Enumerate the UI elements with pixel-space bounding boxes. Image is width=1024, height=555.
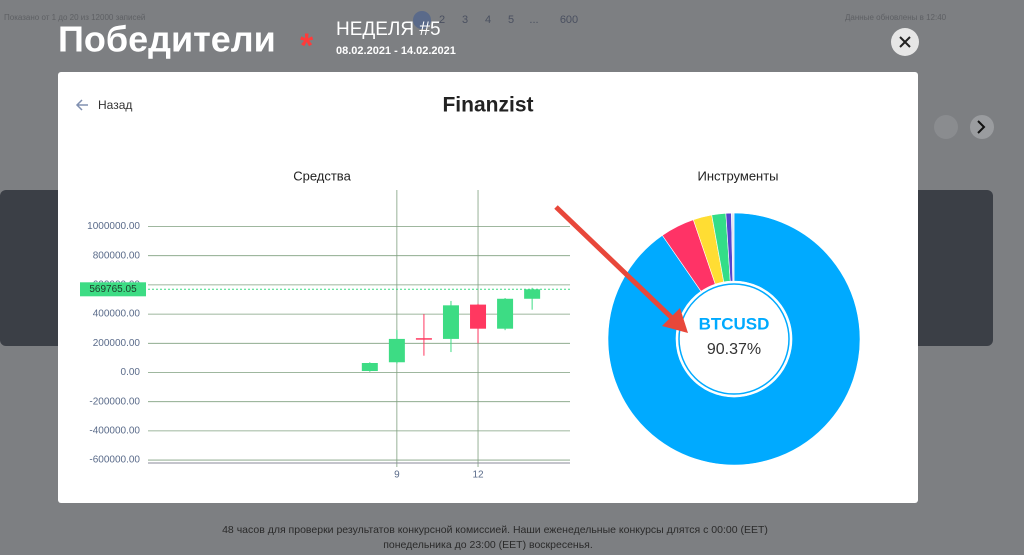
footer-text: 48 часов для проверки результатов конкур… bbox=[222, 524, 768, 536]
center-value: 90.37% bbox=[707, 341, 761, 358]
page-current[interactable] bbox=[413, 11, 431, 29]
prev-button[interactable] bbox=[934, 115, 958, 139]
page-link[interactable]: 600 bbox=[560, 14, 578, 26]
page-link[interactable]: 5 bbox=[508, 14, 514, 26]
arrow-head bbox=[662, 308, 688, 333]
page-link[interactable]: 4 bbox=[485, 14, 491, 26]
footer-text: понедельника до 23:00 (EET) воскресенья. bbox=[383, 539, 593, 551]
y-tick-label: 1000000.00 bbox=[87, 221, 140, 232]
arrow bbox=[554, 205, 674, 320]
y-tick-label: 0.00 bbox=[121, 367, 141, 378]
y-tick-label: 200000.00 bbox=[93, 338, 141, 349]
back-link[interactable]: Назад bbox=[98, 98, 132, 112]
next-button[interactable] bbox=[970, 115, 994, 139]
candle-body bbox=[470, 304, 487, 329]
y-tick-label: 800000.00 bbox=[93, 250, 141, 261]
modal-title: Finanzist bbox=[442, 94, 533, 117]
last-value-label: 569765.05 bbox=[89, 284, 137, 295]
y-tick-label: -200000.00 bbox=[89, 396, 140, 407]
candle-body bbox=[361, 362, 378, 372]
candle-body bbox=[388, 338, 405, 363]
page-link[interactable]: 2 bbox=[439, 14, 445, 26]
x-tick-label: 12 bbox=[472, 470, 484, 481]
updated-info: Данные обновлены в 12:40 bbox=[845, 13, 947, 22]
back-icon[interactable] bbox=[75, 99, 88, 111]
page-link[interactable]: ... bbox=[529, 14, 538, 26]
week: НЕДЕЛЯ #5 bbox=[336, 19, 441, 40]
donut-slice bbox=[607, 212, 861, 466]
x-tick-label: 9 bbox=[394, 470, 400, 481]
y-tick-label: -600000.00 bbox=[89, 455, 140, 466]
next-icon bbox=[977, 120, 986, 134]
candle-body bbox=[524, 289, 541, 299]
dates: 08.02.2021 - 14.02.2021 bbox=[336, 45, 456, 57]
page-link[interactable]: 3 bbox=[462, 14, 468, 26]
y-tick-label: -400000.00 bbox=[89, 426, 140, 437]
y-tick-label: 400000.00 bbox=[93, 309, 141, 320]
chart-title: Средства bbox=[293, 168, 351, 183]
close-icon bbox=[899, 36, 911, 48]
page-title: Победители bbox=[58, 19, 276, 60]
donut-hole bbox=[682, 287, 786, 391]
asterisk: * bbox=[300, 27, 314, 65]
records-info: Показано от 1 до 20 из 12000 записей bbox=[4, 13, 145, 22]
center-name: BTCUSD bbox=[699, 314, 770, 333]
candle-body bbox=[415, 338, 432, 340]
candle-body bbox=[497, 298, 514, 329]
last-value-box bbox=[80, 282, 146, 297]
candle-body bbox=[442, 305, 459, 339]
chart-title: Инструменты bbox=[697, 168, 778, 183]
donut-slice bbox=[731, 212, 735, 282]
